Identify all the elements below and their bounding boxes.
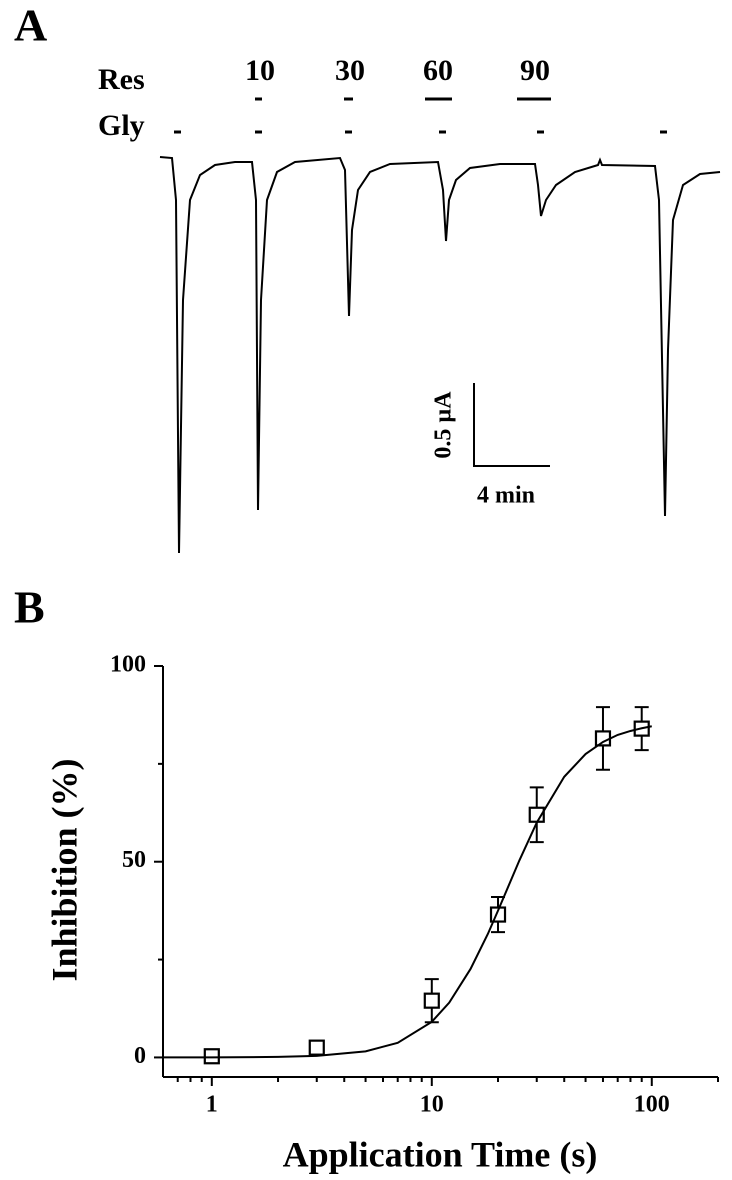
gly-label: Gly	[98, 109, 145, 142]
res-time: 90	[520, 54, 550, 87]
x-tick-label: 1	[206, 1092, 218, 1118]
fit-curve	[162, 725, 652, 1059]
scale-x-label: 4 min	[477, 483, 535, 509]
res-time: 10	[245, 54, 275, 87]
data-point	[308, 1039, 325, 1056]
panel-label: A	[14, 0, 47, 51]
application-bars	[174, 97, 667, 134]
res-time: 60	[423, 54, 453, 87]
y-axis-title: Inhibition (%)	[44, 758, 84, 981]
x-tick-label: 100	[634, 1092, 670, 1118]
res-time: 30	[335, 54, 365, 87]
data-point	[203, 1048, 220, 1065]
data-point	[594, 730, 612, 747]
x-axis-title: Application Time (s)	[283, 1134, 598, 1174]
scale-bar	[473, 383, 550, 467]
y-tick-label: 0	[134, 1043, 146, 1069]
y-tick-label: 50	[122, 847, 146, 873]
x-tick-label: 10	[420, 1092, 444, 1118]
data-point	[423, 992, 440, 1009]
scale-y-label: 0.5 µA	[431, 391, 457, 459]
panel-label: B	[14, 582, 45, 633]
res-label: Res	[98, 63, 145, 96]
current-trace	[159, 156, 721, 554]
y-tick-label: 100	[110, 652, 146, 678]
